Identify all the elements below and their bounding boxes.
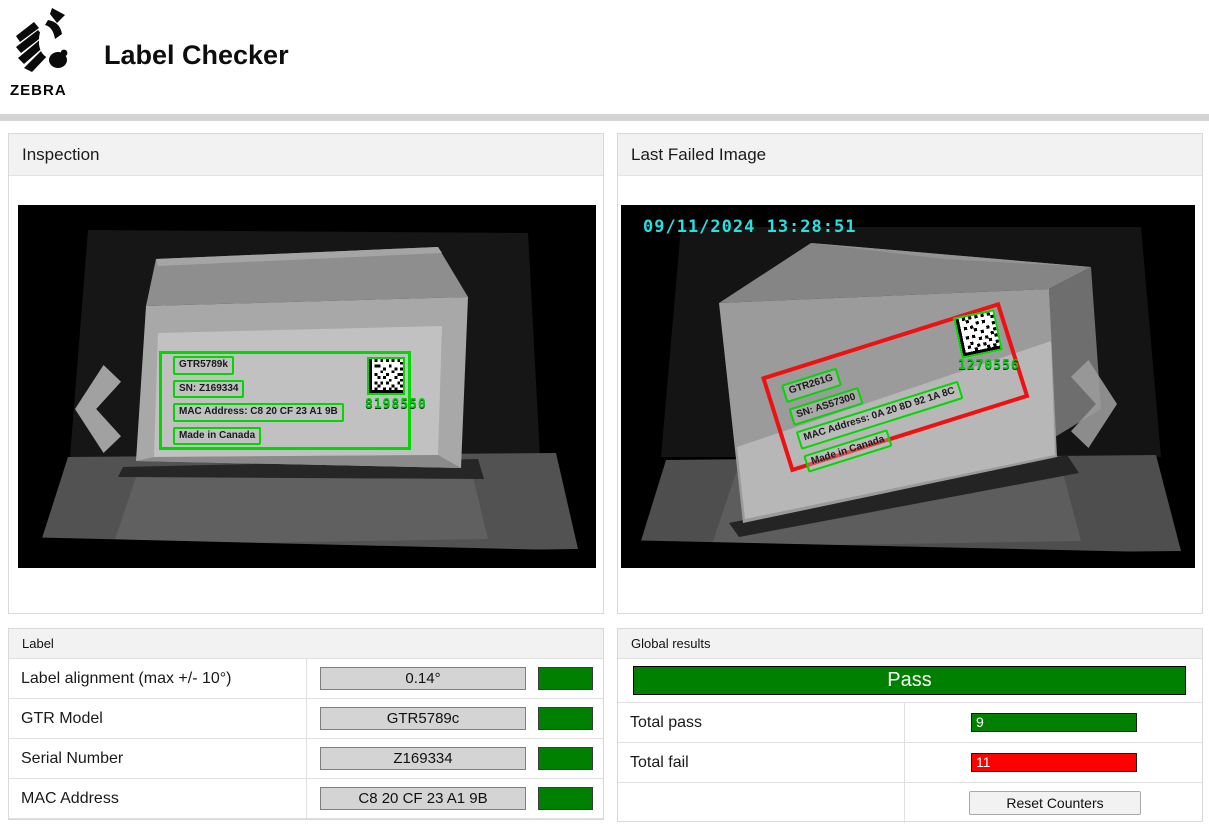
alignment-value-display: 0.14° [320, 667, 526, 690]
row-label: MAC Address [21, 789, 119, 807]
total-pass-counter: 9 [971, 713, 1137, 732]
serial-status-indicator [538, 747, 593, 770]
brand-label: ZEBRA [10, 82, 67, 99]
image-timestamp: 09/11/2024 13:28:51 [643, 217, 857, 237]
inspection-scene-graphic [18, 205, 596, 568]
inspection-image: GTR5789k SN: Z169334 MAC Address: C8 20 … [18, 205, 596, 568]
inspection-panel-title: Inspection [9, 134, 603, 176]
table-row-mac-address: MAC Address C8 20 CF 23 A1 9B [9, 779, 603, 819]
table-row-label-alignment: Label alignment (max +/- 10°) 0.14° [9, 659, 603, 699]
overall-result-row: Pass [618, 659, 1202, 703]
total-fail-row: Total fail 11 [618, 743, 1202, 783]
header-divider [0, 114, 1209, 121]
last-failed-image: 09/11/2024 13:28:51 GTR261G SN: AS57300 … [621, 205, 1195, 568]
row-label: Label alignment (max +/- 10°) [21, 669, 232, 687]
last-failed-image-panel: Last Failed Image 09/11/2024 13:28:51 GT… [617, 133, 1203, 614]
total-fail-label: Total fail [630, 753, 689, 771]
model-value-display: GTR5789c [320, 707, 526, 730]
reset-counters-row: Reset Counters [618, 783, 1202, 823]
total-pass-label: Total pass [630, 713, 703, 731]
serial-text-chip: SN: Z169334 [173, 379, 245, 398]
datamatrix-barcode-icon [953, 309, 1003, 359]
barcode-value-text: 1270556 [958, 358, 1020, 373]
page-title: Label Checker [104, 40, 289, 70]
row-label: Serial Number [21, 749, 124, 767]
barcode-value-text: 8198550 [365, 397, 427, 412]
origin-text-chip: Made in Canada [173, 426, 262, 445]
total-pass-row: Total pass 9 [618, 703, 1202, 743]
model-text-chip: GTR5789k [173, 356, 234, 375]
global-results-panel: Global results Pass Total pass 9 Total f… [617, 628, 1203, 823]
table-row-gtr-model: GTR Model GTR5789c [9, 699, 603, 739]
label-results-panel: Label Label alignment (max +/- 10°) 0.14… [8, 628, 604, 820]
zebra-logo-icon [16, 8, 68, 72]
app-header: ZEBRA Label Checker [0, 0, 1209, 114]
label-text-annotations: GTR5789k SN: Z169334 MAC Address: C8 20 … [173, 356, 344, 445]
table-row-serial-number: Serial Number Z169334 [9, 739, 603, 779]
label-panel-title: Label [9, 629, 603, 659]
mac-text-chip: MAC Address: C8 20 CF 23 A1 9B [173, 403, 344, 422]
mac-value-display: C8 20 CF 23 A1 9B [320, 787, 526, 810]
serial-value-display: Z169334 [320, 747, 526, 770]
model-status-indicator [538, 707, 593, 730]
global-panel-title: Global results [618, 629, 1202, 659]
mac-status-indicator [538, 787, 593, 810]
inspection-panel: Inspection GTR5789k SN: Z169334 MAC Addr… [8, 133, 604, 614]
overall-result-banner: Pass [633, 666, 1186, 695]
failed-panel-title: Last Failed Image [618, 134, 1202, 176]
label-detection-box [159, 351, 411, 450]
datamatrix-barcode-icon [367, 357, 405, 395]
row-label: GTR Model [21, 709, 103, 727]
alignment-status-indicator [538, 667, 593, 690]
total-fail-counter: 11 [971, 753, 1137, 772]
reset-counters-button[interactable]: Reset Counters [969, 791, 1141, 815]
